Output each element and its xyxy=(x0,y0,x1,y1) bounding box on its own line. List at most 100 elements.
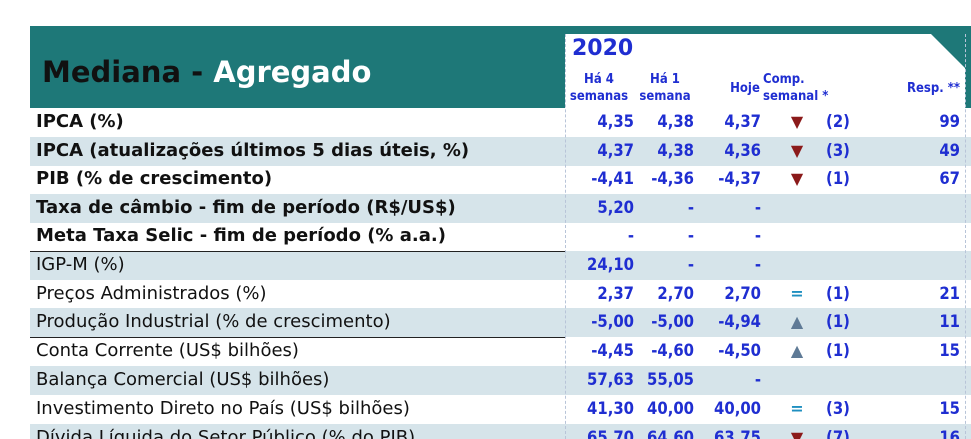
value-ha1-semana: - xyxy=(687,198,694,217)
table-row: IPCA (atualizações últimos 5 dias úteis,… xyxy=(30,137,971,166)
section-divider xyxy=(30,337,565,338)
row-label: Balança Comercial (US$ bilhões) xyxy=(36,369,330,390)
value-comp-semanal: (1) xyxy=(826,312,850,331)
row-label: IPCA (%) xyxy=(36,111,124,132)
title-part-1: Mediana - xyxy=(42,55,214,89)
value-comp-semanal: (1) xyxy=(826,169,850,188)
value-comp-semanal: (2) xyxy=(826,112,850,131)
value-hoje: 4,37 xyxy=(724,112,761,131)
col-header-ha4: Há 4 semanas xyxy=(569,72,629,104)
column-divider xyxy=(965,34,966,439)
table-row: Meta Taxa Selic - fim de período (% a.a.… xyxy=(30,222,971,251)
value-hoje: -4,50 xyxy=(718,341,761,360)
value-hoje: - xyxy=(754,198,761,217)
value-ha1-semana: -4,36 xyxy=(651,169,694,188)
value-ha4-semanas: - xyxy=(627,226,634,245)
value-ha4-semanas: 4,37 xyxy=(597,141,634,160)
value-respondentes: 99 xyxy=(939,112,960,131)
col-header-comp: Comp. semanal * xyxy=(763,72,829,104)
value-hoje: -4,94 xyxy=(718,312,761,331)
table-row: Balança Comercial (US$ bilhões) 57,63 55,0… xyxy=(30,366,971,395)
value-ha4-semanas: 5,20 xyxy=(597,198,634,217)
value-hoje: - xyxy=(754,255,761,274)
value-comp-semanal: (1) xyxy=(826,341,850,360)
down-triangle-icon: ▼ xyxy=(790,141,804,160)
value-ha1-semana: -4,60 xyxy=(651,341,694,360)
column-divider xyxy=(565,34,566,439)
value-respondentes: 49 xyxy=(939,141,960,160)
value-ha4-semanas: 41,30 xyxy=(587,399,634,418)
down-triangle-icon: ▼ xyxy=(790,112,804,131)
table-row: Preços Administrados (%) 2,37 2,70 2,70 = (1)… xyxy=(30,280,971,309)
row-label: Conta Corrente (US$ bilhões) xyxy=(36,340,299,361)
value-ha4-semanas: 57,63 xyxy=(587,370,634,389)
value-ha4-semanas: 4,35 xyxy=(597,112,634,131)
table-row: IGP-M (%) 24,10 - - xyxy=(30,251,971,280)
up-triangle-icon: ▲ xyxy=(790,341,804,360)
value-comp-semanal: (7) xyxy=(826,428,850,439)
row-label: Dívida Líquida do Setor Público (% do PI… xyxy=(36,427,416,439)
value-ha1-semana: 64,60 xyxy=(647,428,694,439)
value-ha4-semanas: -4,41 xyxy=(591,169,634,188)
col-header-hoje: Hoje xyxy=(730,81,760,96)
table-row: Produção Industrial (% de crescimento) -5… xyxy=(30,308,971,337)
row-label: IGP-M (%) xyxy=(36,254,125,275)
value-respondentes: 15 xyxy=(939,341,960,360)
section-divider xyxy=(30,251,565,252)
value-hoje: - xyxy=(754,370,761,389)
title-part-2: Agregado xyxy=(213,55,372,89)
row-label: IPCA (atualizações últimos 5 dias úteis,… xyxy=(36,140,470,161)
value-respondentes: 15 xyxy=(939,399,960,418)
table-row: Investimento Direto no País (US$ bilhões… xyxy=(30,395,971,424)
equal-icon: = xyxy=(790,399,804,418)
table-row: Conta Corrente (US$ bilhões) -4,45 -4,60 -4… xyxy=(30,337,971,366)
value-ha4-semanas: -4,45 xyxy=(591,341,634,360)
year-header-panel xyxy=(565,34,965,108)
value-respondentes: 21 xyxy=(939,284,960,303)
value-hoje: 2,70 xyxy=(724,284,761,303)
table-row: IPCA (%) 4,35 4,38 4,37 ▼ (2) 99 xyxy=(30,108,971,137)
value-respondentes: 11 xyxy=(939,312,960,331)
down-triangle-icon: ▼ xyxy=(790,169,804,188)
row-label: PIB (% de crescimento) xyxy=(36,168,273,189)
value-hoje: 40,00 xyxy=(714,399,761,418)
value-comp-semanal: (3) xyxy=(826,141,850,160)
row-label: Produção Industrial (% de crescimento) xyxy=(36,311,391,332)
value-hoje: - xyxy=(754,226,761,245)
corner-notch xyxy=(931,34,965,68)
value-ha4-semanas: 65,70 xyxy=(587,428,634,439)
value-hoje: 4,36 xyxy=(724,141,761,160)
value-hoje: -4,37 xyxy=(718,169,761,188)
value-ha1-semana: - xyxy=(687,226,694,245)
row-label: Preços Administrados (%) xyxy=(36,283,267,304)
row-label: Taxa de câmbio - fim de período (R$/US$) xyxy=(36,197,456,218)
col-header-resp: Resp. ** xyxy=(906,81,960,96)
down-triangle-icon: ▼ xyxy=(790,428,804,439)
value-ha1-semana: 4,38 xyxy=(657,112,694,131)
year-label: 2020 xyxy=(572,36,634,61)
value-ha4-semanas: 24,10 xyxy=(587,255,634,274)
value-ha1-semana: 55,05 xyxy=(647,370,694,389)
value-respondentes: 67 xyxy=(939,169,960,188)
table-row: Dívida Líquida do Setor Público (% do PI… xyxy=(30,424,971,439)
value-comp-semanal: (1) xyxy=(826,284,850,303)
value-comp-semanal: (3) xyxy=(826,399,850,418)
col-header-ha1: Há 1 semana xyxy=(639,72,691,104)
value-ha4-semanas: 2,37 xyxy=(597,284,634,303)
up-triangle-icon: ▲ xyxy=(790,312,804,331)
value-ha1-semana: - xyxy=(687,255,694,274)
value-ha1-semana: -5,00 xyxy=(651,312,694,331)
row-label: Investimento Direto no País (US$ bilhões… xyxy=(36,398,410,419)
value-ha4-semanas: -5,00 xyxy=(591,312,634,331)
value-ha1-semana: 2,70 xyxy=(657,284,694,303)
value-respondentes: 16 xyxy=(939,428,960,439)
table-row: PIB (% de crescimento) -4,41 -4,36 -4,37 ▼ (1… xyxy=(30,165,971,194)
table-row: Taxa de câmbio - fim de período (R$/US$)… xyxy=(30,194,971,223)
value-ha1-semana: 4,38 xyxy=(657,141,694,160)
value-hoje: 63,75 xyxy=(714,428,761,439)
value-ha1-semana: 40,00 xyxy=(647,399,694,418)
equal-icon: = xyxy=(790,284,804,303)
row-label: Meta Taxa Selic - fim de período (% a.a.… xyxy=(36,225,446,246)
page-title: Mediana - Agregado xyxy=(42,55,371,89)
